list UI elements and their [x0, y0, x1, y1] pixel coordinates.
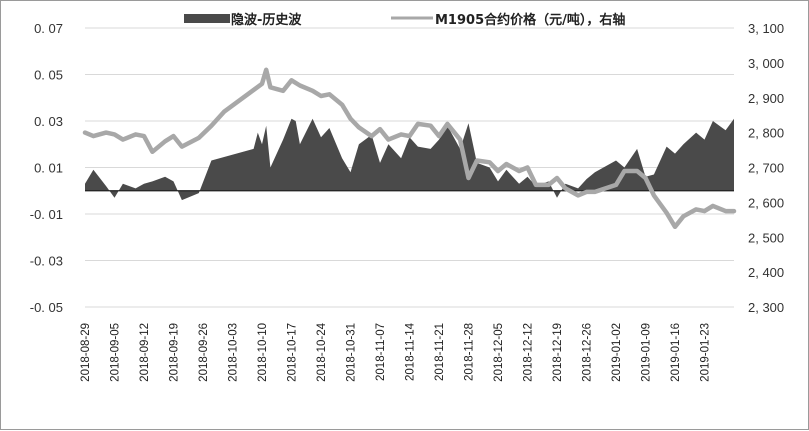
x-tick-label: 2019-01-23: [700, 323, 712, 382]
left-tick-label: -0. 05: [30, 300, 63, 315]
legend-label-area: 隐波-历史波: [231, 12, 302, 28]
x-tick-label: 2019-01-16: [670, 323, 682, 382]
x-tick-label: 2018-10-03: [228, 323, 240, 382]
right-tick-label: 3, 000: [748, 56, 784, 71]
left-tick-label: 0. 07: [34, 21, 63, 36]
x-tick-label: 2018-10-17: [287, 323, 299, 382]
legend-label-line: M1905合约价格（元/吨），右轴: [435, 12, 625, 28]
x-tick-label: 2018-09-05: [110, 323, 122, 382]
x-tick-label: 2019-01-02: [611, 323, 623, 382]
left-axis-ticks: -0. 05 -0. 03 -0. 01 0. 01 0. 03 0. 05 0. 07: [30, 21, 63, 315]
legend-swatch-area: [184, 14, 230, 23]
right-tick-label: 2, 900: [748, 91, 784, 106]
area-series-layer: [85, 118, 734, 201]
x-tick-label: 2018-09-12: [139, 323, 151, 382]
series-area-implied-minus-historical-vol: [85, 118, 734, 201]
left-tick-label: -0. 03: [30, 254, 63, 269]
x-tick-label: 2018-12-12: [523, 323, 535, 382]
series-line-m1905-price: [82, 67, 737, 230]
x-tick-label: 2018-08-29: [80, 323, 92, 382]
right-tick-label: 2, 800: [748, 126, 784, 141]
right-tick-label: 2, 700: [748, 161, 784, 176]
left-tick-label: 0. 01: [34, 161, 63, 176]
x-tick-label: 2018-12-19: [552, 323, 564, 382]
x-tick-label: 2018-10-24: [316, 322, 328, 381]
right-tick-label: 2, 500: [748, 230, 784, 245]
right-tick-label: 2, 300: [748, 300, 784, 315]
x-tick-label: 2018-10-10: [257, 323, 269, 382]
right-tick-label: 2, 600: [748, 195, 784, 210]
right-tick-label: 2, 400: [748, 265, 784, 280]
left-tick-label: 0. 05: [34, 68, 63, 83]
x-tick-label: 2019-01-09: [641, 323, 653, 382]
line-series-layer: [82, 67, 737, 230]
x-tick-label: 2018-09-26: [198, 323, 210, 382]
left-tick-label: 0. 03: [34, 114, 63, 129]
x-axis-ticks: 2018-08-29 2018-09-05 2018-09-12 2018-09-19…: [80, 322, 712, 381]
x-tick-label: 2018-10-31: [346, 323, 358, 382]
legend: 隐波-历史波 M1905合约价格（元/吨），右轴: [184, 12, 625, 28]
x-tick-label: 2018-12-26: [582, 323, 594, 382]
x-tick-label: 2018-09-19: [169, 323, 181, 382]
right-axis-ticks: 2, 300 2, 400 2, 500 2, 600 2, 700 2, 800 2, 9…: [748, 21, 784, 315]
x-tick-label: 2018-11-07: [375, 323, 387, 381]
x-tick-label: 2018-12-05: [493, 323, 505, 382]
right-tick-label: 3, 100: [748, 21, 784, 36]
x-tick-label: 2018-11-14: [405, 322, 417, 381]
grid-lines: [85, 27, 734, 308]
left-tick-label: -0. 01: [30, 207, 63, 222]
x-tick-label: 2018-11-21: [434, 323, 446, 381]
x-tick-label: 2018-11-28: [464, 323, 476, 381]
